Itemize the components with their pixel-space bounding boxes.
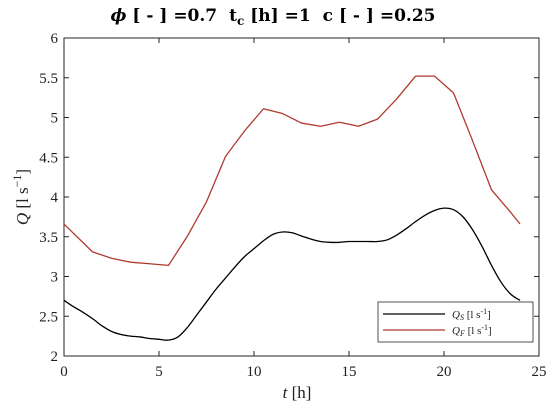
- x-tick-label: 5: [155, 364, 163, 380]
- y-axis-label-close: ]: [13, 169, 32, 175]
- title-tc-value: [h] =1: [244, 6, 310, 26]
- title-phi-symbol: ϕ: [110, 6, 126, 26]
- legend: QS [l s-1] QF [l s-1]: [377, 301, 534, 343]
- title-tc-var: t: [229, 6, 237, 26]
- y-tick-label: 5.5: [39, 71, 58, 87]
- series-layer: [63, 75, 521, 341]
- y-tick-label: 2.5: [39, 309, 58, 325]
- legend-box: [377, 301, 534, 343]
- legend-qs-unit: [l s: [464, 309, 481, 321]
- x-tick-label: 10: [247, 364, 262, 380]
- x-axis-label-var: t: [283, 383, 289, 402]
- x-axis-label: t [h]: [283, 383, 312, 402]
- y-tick-label: 6: [51, 31, 59, 47]
- legend-qf-close: ]: [488, 325, 492, 337]
- y-axis-label-unit: [l s: [13, 187, 32, 213]
- series-line-qs: [63, 207, 521, 341]
- x-tick-label: 20: [437, 364, 452, 380]
- legend-qs-exp: -1: [480, 307, 487, 316]
- x-tick-label: 15: [342, 364, 357, 380]
- title-tc-sub: c: [237, 14, 244, 28]
- y-tick-label: 3: [51, 270, 59, 286]
- y-tick-label: 4: [51, 190, 59, 206]
- legend-qf-var: Q: [452, 325, 460, 337]
- series-line-qf: [63, 75, 521, 267]
- legend-qf-sub: F: [459, 329, 465, 338]
- x-tick-label: 0: [60, 364, 68, 380]
- y-tick-label: 4.5: [39, 150, 58, 166]
- x-tick-label: 25: [532, 364, 547, 380]
- x-axis-label-unit: [h]: [287, 383, 311, 402]
- y-tick-label: 2: [51, 349, 59, 365]
- title-phi-value: [ - ] =0.7: [127, 6, 218, 26]
- title-c-value: c [ - ] =0.25: [323, 6, 436, 26]
- legend-qs-var: Q: [452, 309, 460, 321]
- legend-qf-unit: [l s: [465, 325, 482, 337]
- legend-qs-sub: S: [460, 313, 464, 322]
- y-tick-label: 5: [51, 111, 59, 127]
- axis-ticks: 0 5 10 15 20 25 2 2.5 3 3.5 4 4.5 5 5.5 6: [39, 31, 546, 380]
- chart-title: ϕ [ - ] =0.7 tc [h] =1 c [ - ] =0.25: [110, 6, 435, 28]
- legend-qs-close: ]: [487, 309, 491, 321]
- y-tick-label: 3.5: [39, 230, 58, 246]
- y-axis-label: Q [l s−1]: [10, 169, 32, 225]
- y-axis-label-exp: −1: [10, 175, 24, 188]
- legend-label-qs: QS [l s-1]: [452, 307, 491, 322]
- legend-label-qf: QF [l s-1]: [452, 323, 492, 338]
- y-axis-label-var: Q: [13, 213, 32, 225]
- legend-qf-exp: -1: [481, 323, 488, 332]
